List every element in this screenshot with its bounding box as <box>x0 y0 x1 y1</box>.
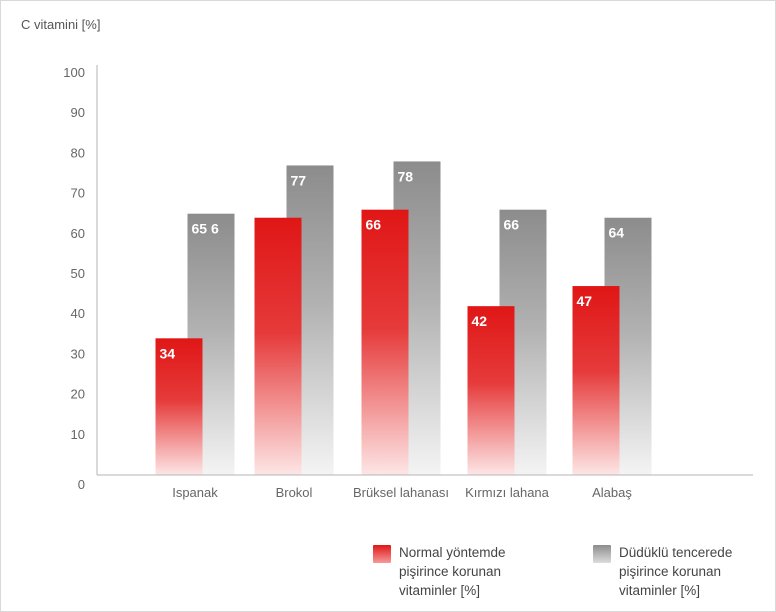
y-tick-label: 0 <box>78 477 85 492</box>
data-label: 42 <box>472 313 488 329</box>
x-tick-label: Brüksel lahanası <box>353 485 449 500</box>
y-tick-label: 10 <box>71 427 85 442</box>
y-tick-label: 20 <box>71 387 85 402</box>
x-tick-label: Alabaş <box>592 485 632 500</box>
data-label: 66 <box>504 217 520 233</box>
y-tick-label: 40 <box>71 306 85 321</box>
legend-swatch-red <box>373 545 391 563</box>
bar-normal <box>361 209 409 475</box>
legend-swatch-grey <box>593 545 611 563</box>
legend-label-normal: Normal yöntemde pişirince korunan vitami… <box>399 545 506 598</box>
y-axis: 0 10 20 30 40 50 60 70 80 90 100 <box>63 65 98 492</box>
legend-item-pressure: Düdüklü tencerede pişirince korunan vita… <box>593 543 769 600</box>
bar-normal <box>254 217 302 475</box>
y-tick-label: 30 <box>71 346 85 361</box>
y-tick-label: 70 <box>71 186 85 201</box>
bar-normal <box>467 306 515 475</box>
bars: 65 6 77 78 66 64 34 66 42 47 <box>155 161 652 475</box>
data-label: 47 <box>577 293 593 309</box>
x-axis: Ispanak Brokol Brüksel lahanası Kırmızı lah… <box>97 474 753 500</box>
data-label: 34 <box>160 345 176 361</box>
data-label: 64 <box>609 225 625 241</box>
y-tick-label: 50 <box>71 266 85 281</box>
data-label: 78 <box>398 168 414 184</box>
bar-normal <box>155 338 203 475</box>
x-tick-label: Kırmızı lahana <box>465 485 550 500</box>
data-label: 66 <box>366 217 382 233</box>
y-tick-label: 80 <box>71 145 85 160</box>
data-label: 77 <box>291 172 307 188</box>
x-tick-label: Brokol <box>276 485 313 500</box>
legend-label-pressure: Düdüklü tencerede pişirince korunan vita… <box>619 545 733 598</box>
data-label: 65 6 <box>192 221 219 237</box>
legend-item-normal: Normal yöntemde pişirince korunan vitami… <box>373 543 549 600</box>
y-tick-label: 90 <box>71 105 85 120</box>
bar-normal <box>572 286 620 475</box>
y-axis-title: C vitamini [%] <box>21 17 101 32</box>
y-tick-label: 60 <box>71 226 85 241</box>
y-tick-label: 100 <box>63 65 85 80</box>
x-tick-label: Ispanak <box>172 485 218 500</box>
